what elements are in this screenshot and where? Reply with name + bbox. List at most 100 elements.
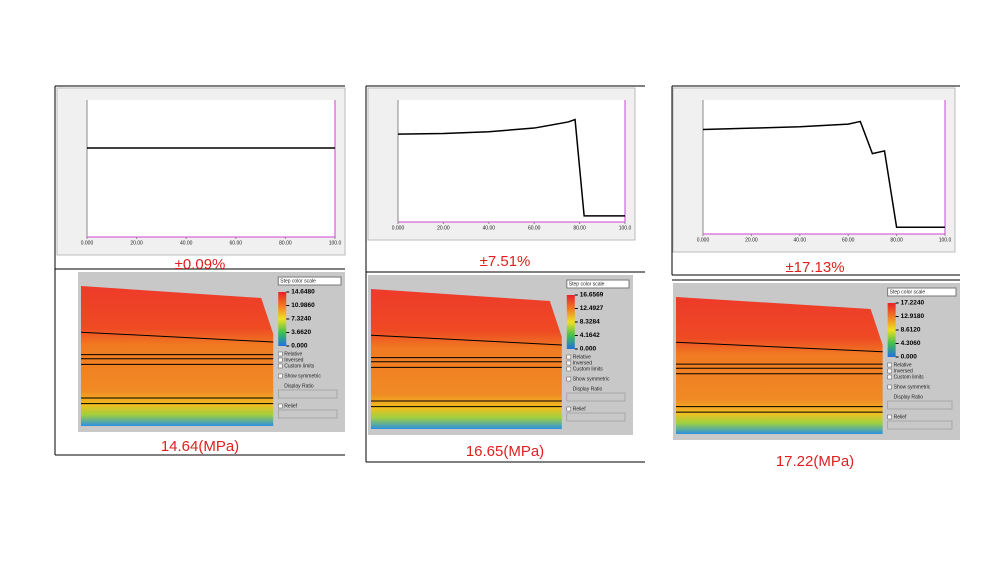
control-label: Inversed: [284, 357, 303, 363]
x-tick-label: 20.00: [745, 237, 758, 243]
control-label: Inversed: [894, 368, 913, 374]
stress-field: [371, 289, 562, 429]
x-tick-label: 20.00: [130, 240, 143, 246]
x-tick-label: 0.000: [81, 240, 94, 246]
control-label: Relief: [894, 414, 907, 420]
color-bar-label: 3.6620: [291, 329, 311, 336]
control-label: Show symmetric: [573, 376, 610, 382]
x-tick-label: 20.00: [437, 225, 450, 231]
checkbox: [277, 357, 283, 363]
data-line: [397, 118, 625, 217]
layer-line: [80, 331, 274, 343]
stress-field: [676, 297, 883, 434]
checkbox: [887, 368, 892, 374]
plot-area: [398, 100, 625, 222]
control-label: Inversed: [573, 360, 592, 366]
color-bar-label: 0.000: [901, 354, 918, 361]
control-label: Show symmetric: [284, 373, 321, 379]
caption-bottom: 14.64(MPa): [161, 438, 239, 455]
control-label: Custom limits: [573, 366, 604, 372]
color-bar-label: 10.9860: [291, 302, 315, 309]
caption-bottom: 16.65(MPa): [466, 443, 544, 460]
color-bar-label: 16.6569: [580, 292, 604, 299]
plot-area: [87, 100, 335, 237]
color-bar: [278, 292, 287, 346]
layer-line: [675, 341, 883, 353]
x-tick-label: 100.0: [329, 240, 342, 246]
checkbox: [887, 414, 892, 420]
x-tick-label: 40.00: [180, 240, 193, 246]
x-tick-label: 0.000: [392, 225, 405, 231]
color-bar-label: 8.6120: [901, 327, 921, 334]
data-line: [702, 120, 945, 229]
checkbox: [566, 354, 572, 360]
control-label: Step color scale: [280, 278, 316, 284]
control-label: Relative: [284, 351, 302, 357]
control-label: Custom limits: [894, 374, 925, 380]
x-tick-label: 60.00: [528, 225, 541, 231]
checkbox: [277, 373, 283, 379]
x-tick-label: 40.00: [483, 225, 496, 231]
control-label: Relative: [894, 362, 912, 368]
color-bar-label: 0.000: [580, 346, 597, 353]
control-label: Show symmetric: [894, 384, 931, 390]
relief-slider: [566, 412, 626, 422]
x-tick-label: 60.00: [842, 237, 855, 243]
caption-top: ±7.51%: [480, 253, 531, 270]
x-tick-label: 100.0: [939, 237, 952, 243]
color-scale-select: [887, 287, 957, 297]
checkbox: [887, 374, 892, 380]
x-tick-label: 60.00: [230, 240, 243, 246]
checkbox: [887, 384, 892, 390]
x-tick-label: 80.00: [573, 225, 586, 231]
color-bar: [887, 303, 896, 357]
caption-top: ±17.13%: [785, 259, 844, 276]
x-tick-label: 0.000: [697, 237, 710, 243]
ratio-slider: [566, 392, 626, 402]
color-scale-select: [277, 276, 342, 286]
color-bar-label: 14.6480: [291, 289, 315, 296]
checkbox: [566, 360, 572, 366]
x-tick-label: 100.0: [619, 225, 632, 231]
color-bar-label: 17.2240: [901, 300, 925, 307]
panels: 0.000 20.00 40.00 60.00 80.00 100.0 ±0.09% Step…: [54, 85, 960, 470]
control-label: Display Ratio: [894, 394, 924, 400]
control-label: Custom limits: [284, 363, 315, 369]
color-bar-label: 12.9180: [901, 313, 925, 320]
checkbox: [887, 362, 892, 368]
control-label: Step color scale: [569, 281, 605, 287]
layer-line: [370, 334, 562, 346]
stress-field: [81, 286, 274, 426]
relief-slider: [887, 420, 953, 430]
control-label: Relief: [573, 406, 586, 412]
checkbox: [277, 403, 283, 409]
color-scale-select: [566, 279, 630, 289]
control-label: Step color scale: [890, 289, 926, 295]
color-bar: [566, 295, 575, 349]
checkbox: [566, 366, 572, 372]
caption-bottom: 17.22(MPa): [776, 453, 854, 470]
color-bar-label: 4.1642: [580, 332, 600, 339]
ratio-slider: [277, 389, 338, 399]
control-label: Display Ratio: [284, 383, 314, 389]
checkbox: [277, 363, 283, 369]
color-bar-label: 7.3240: [291, 316, 311, 323]
caption-top: ±0.09%: [175, 256, 226, 273]
color-bar-label: 0.000: [291, 343, 308, 350]
ratio-slider: [887, 400, 953, 410]
checkbox: [566, 406, 572, 412]
control-label: Relative: [573, 354, 591, 360]
color-bar-label: 8.3284: [580, 319, 600, 326]
control-label: Relief: [284, 403, 297, 409]
color-bar-label: 12.4927: [580, 305, 604, 312]
color-bar-label: 4.3060: [901, 340, 921, 347]
x-tick-label: 80.00: [890, 237, 903, 243]
control-label: Display Ratio: [573, 386, 603, 392]
relief-slider: [277, 409, 338, 419]
x-tick-label: 40.00: [794, 237, 807, 243]
x-tick-label: 80.00: [279, 240, 292, 246]
plot-area: [703, 100, 945, 234]
checkbox: [566, 376, 572, 382]
checkbox: [277, 351, 283, 357]
